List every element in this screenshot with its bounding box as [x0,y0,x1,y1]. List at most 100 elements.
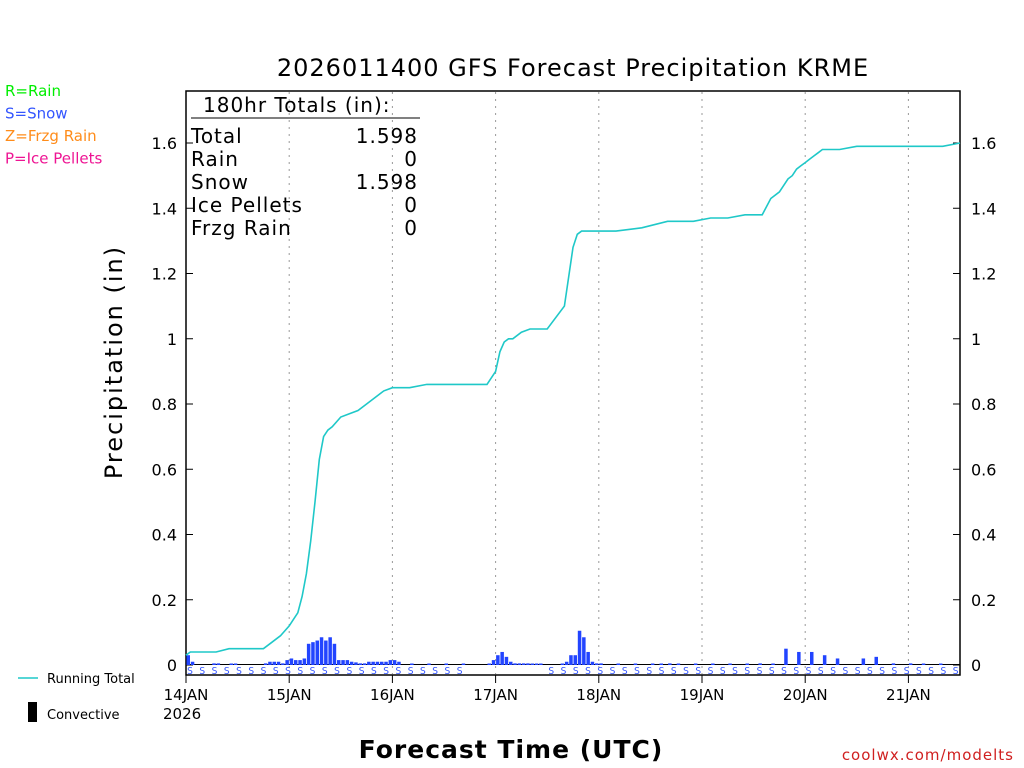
precip-bar [560,663,565,665]
precip-bar [388,660,393,665]
precip-bar [530,663,534,665]
y-tick-label-left: 0.8 [152,395,177,414]
totals-row-label: Total [190,124,243,148]
ptype-strip-letter: S [867,666,873,677]
ptype-strip-letter: S [573,666,579,677]
precip-bars [186,630,943,665]
ptype-strip-letter: S [248,666,254,677]
precip-bar [771,663,775,665]
precip-bar [294,660,298,665]
precip-bar [358,663,362,665]
precip-bar [427,663,431,665]
totals-row-value: 0 [404,193,418,217]
precip-bar [835,658,840,665]
precip-bar [263,663,268,665]
precip-bar [362,663,367,665]
precip-bar [676,663,681,665]
totals-header: 180hr Totals (in): [203,93,391,117]
precip-bar [861,658,866,665]
y-tick-label-right: 0 [971,656,981,675]
y-tick-label-left: 1.2 [152,265,177,284]
precip-bar [285,660,289,665]
precip-bar [397,661,401,665]
totals-row-value: 0 [404,216,418,240]
ptype-strip-letter: S [646,666,652,677]
ptype-strip-letter: S [408,666,414,677]
ptype-legend-item: P=Ice Pellets [5,150,102,168]
totals-row-value: 1.598 [356,124,418,148]
ptype-strip-letter: S [830,666,836,677]
precip-bar [659,663,663,665]
precip-bar [891,663,896,665]
ptype-strip-letter: S [432,666,438,677]
precip-bar [797,651,801,665]
ptype-strip-letter: S [457,666,463,677]
precip-bar [668,663,672,665]
precip-bar [461,663,466,665]
ptype-strip-letter: S [842,666,848,677]
ptype-strip-letter: S [953,666,959,677]
precip-bar [332,643,337,665]
running-total-legend-label: Running Total [47,672,135,687]
precip-bar [745,663,749,665]
precip-bar [306,643,311,665]
ptype-strip-letter: S [622,666,628,677]
precip-bar [595,663,599,665]
precip-bar [650,663,655,665]
y-tick-label-right: 1.4 [971,199,996,218]
precip-bar [822,655,827,665]
ptype-strip-letter: S [346,666,352,677]
precip-bar [371,661,375,665]
x-tick-label: 19JAN [680,686,725,704]
ptype-strip-letter: S [793,666,799,677]
precip-bar [315,640,319,665]
precip-bar [233,663,238,665]
precip-bar [874,656,878,665]
ptype-strip-letter: S [879,666,885,677]
ptype-strip-letter: S [597,666,603,677]
precip-bar [324,640,328,665]
ptype-strip-letter: S [928,666,934,677]
precip-bar [289,658,294,665]
ptype-strip-letter: S [224,666,230,677]
ptype-strip-letter: S [371,666,377,677]
totals-row-value: 1.598 [356,170,418,194]
x-tick-label: 14JAN [164,686,209,704]
ptype-strip-letter: S [236,666,242,677]
precip-bar [491,660,496,665]
running-total-line [185,142,961,656]
precip-bar [337,660,341,665]
precip-bar [268,661,272,665]
precip-bar [539,663,543,665]
precip-bar [229,663,233,665]
precip-bar [693,663,698,665]
y-tick-label-right: 0.8 [971,395,996,414]
ptype-strip-letter: S [916,666,922,677]
ptype-strip-letter: S [322,666,328,677]
x-axis-label: Forecast Time (UTC) [359,735,664,764]
ptype-strip-letter: S [904,666,910,677]
precip-bar [444,663,448,665]
precip-bar [758,663,762,665]
precip-bar [367,661,371,665]
credit-text: coolwx.com/modelts [842,746,1014,764]
x-tick-label: 17JAN [473,686,518,704]
precip-bar [302,658,307,665]
precip-bar [354,662,358,665]
ptype-legend-item: S=Snow [5,105,68,123]
precip-bar [349,661,354,665]
totals-row-label: Frzg Rain [191,216,292,240]
ptype-strip-letter: S [261,666,267,677]
y-axis-right: 0 0.2 0.4 0.6 0.8 1 1.2 1.4 1.6 [953,134,996,675]
y-tick-label-left: 0 [167,656,177,675]
precip-bar [784,648,788,665]
ptype-strip-letter: S [940,666,946,677]
ptype-strip-letter: S [383,666,389,677]
precip-bar [276,661,281,665]
y-tick-label-right: 0.6 [971,460,996,479]
precip-bar [728,663,732,665]
precip-bar [590,661,595,665]
y-tick-label-left: 0.2 [152,591,177,610]
precip-bar [190,661,195,665]
